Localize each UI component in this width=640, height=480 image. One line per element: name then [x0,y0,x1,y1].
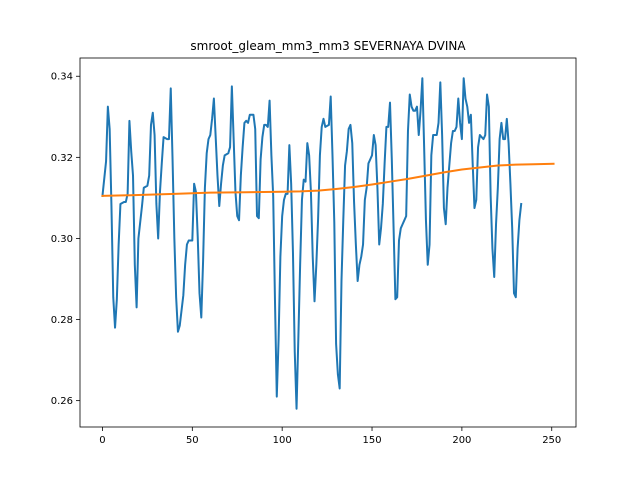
x-axis: 0 50 100 150 200 250 [99,427,561,446]
x-tick-label: 0 [99,435,105,446]
y-tick-label: 0.26 [51,396,73,407]
x-tick-label: 50 [186,435,199,446]
series-line-2 [101,162,555,197]
x-tick-label: 250 [542,435,561,446]
y-tick-label: 0.28 [51,315,73,326]
series-line-1 [101,77,523,410]
plot-frame [79,57,577,428]
y-axis: 0.26 0.28 0.30 0.32 0.34 [51,72,80,407]
y-tick-label: 0.30 [51,234,73,245]
x-tick-label: 200 [452,435,471,446]
chart-title: smroot_gleam_mm3_mm3 SEVERNAYA DVINA [190,39,466,53]
y-tick-label: 0.34 [51,72,73,83]
y-tick-label: 0.32 [51,153,73,164]
x-tick-label: 150 [362,435,381,446]
x-tick-label: 100 [273,435,292,446]
series-layer [101,77,555,410]
